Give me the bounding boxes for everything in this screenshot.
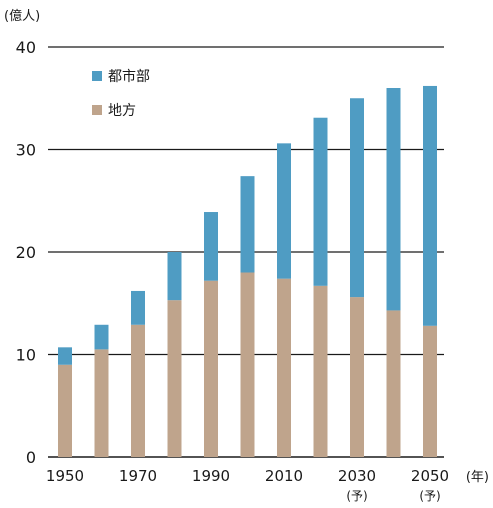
bar-segment-toshibu-2020 (313, 117, 328, 286)
y-tick-label: 30 (16, 141, 36, 160)
projection-note-label: (予) (419, 489, 440, 503)
y-axis-unit-label: (億人) (4, 8, 40, 24)
legend-swatch (92, 71, 102, 81)
bar-segment-chiho-1970 (131, 324, 145, 457)
bar-segment-toshibu-1960 (94, 324, 109, 350)
bar-segment-chiho-2050 (423, 325, 437, 457)
bar-segment-chiho-2000 (240, 272, 255, 457)
bar-segment-toshibu-2040 (386, 88, 401, 311)
bar-segment-chiho-2040 (386, 310, 401, 457)
x-axis-unit-label: (年) (466, 470, 489, 485)
bar-layer (58, 85, 437, 457)
x-tick-label: 1990 (192, 467, 230, 485)
y-tick-label: 20 (16, 243, 36, 262)
bar-segment-chiho-1990 (204, 280, 218, 457)
legend-label: 地方 (108, 103, 136, 119)
bar-segment-chiho-2030 (350, 297, 364, 457)
legend-swatch (92, 105, 102, 115)
y-tick-label: 0 (26, 448, 36, 467)
y-tick-label: 40 (16, 38, 36, 57)
bar-segment-chiho-2010 (277, 278, 291, 457)
bar-segment-chiho-1960 (94, 349, 109, 457)
bar-segment-toshibu-2010 (277, 143, 291, 279)
bar-segment-toshibu-1980 (167, 252, 182, 301)
legend-label: 都市部 (108, 68, 150, 85)
x-tick-label: 2030 (338, 467, 376, 485)
bar-segment-chiho-1950 (58, 364, 72, 457)
x-tick-label: 1970 (119, 467, 157, 485)
y-tick-label: 10 (16, 346, 36, 365)
projection-note-label: (予) (346, 489, 367, 503)
bar-segment-chiho-1980 (167, 300, 182, 457)
bar-segment-toshibu-2050 (423, 85, 437, 326)
bar-segment-toshibu-1970 (131, 290, 145, 325)
bar-segment-toshibu-1950 (58, 347, 72, 365)
x-tick-label: 2010 (265, 467, 303, 485)
x-tick-label: 1950 (46, 467, 84, 485)
bar-segment-chiho-2020 (313, 285, 328, 457)
bar-segment-toshibu-2030 (350, 98, 364, 298)
x-tick-label: 2050 (411, 467, 449, 485)
bar-segment-toshibu-1990 (204, 212, 218, 281)
bar-segment-toshibu-2000 (240, 176, 255, 273)
